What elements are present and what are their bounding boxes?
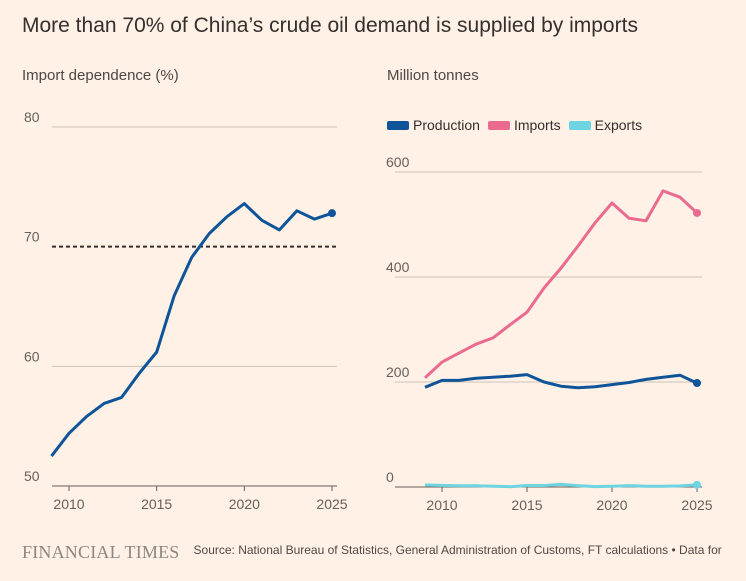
legend-swatch-imports	[487, 120, 510, 130]
y-tick-label-400: 400	[386, 259, 410, 275]
y-tick-label-600: 600	[386, 154, 410, 170]
x-tick-label-2010: 2010	[53, 496, 84, 512]
series-line-import-dependence	[50, 202, 333, 458]
series-line-production	[424, 373, 698, 390]
legend-swatch-exports	[568, 120, 591, 130]
y-tick-label-0: 0	[386, 469, 394, 485]
x-tick-label-2020: 2020	[229, 496, 260, 512]
x-tick-label-2025: 2025	[316, 496, 347, 512]
x-tick-label-2020: 2020	[596, 497, 627, 513]
footer: FINANCIAL TIMES Source: National Bureau …	[22, 542, 724, 563]
ft-logo: FINANCIAL TIMES	[22, 542, 180, 562]
end-marker-exports	[693, 480, 701, 489]
series-line-imports	[423, 189, 699, 379]
y-tick-label-80: 80	[24, 109, 40, 125]
left-y-axis-label: Import dependence (%)	[22, 67, 179, 84]
end-marker-imports	[693, 208, 701, 217]
x-tick-label-2015: 2015	[141, 496, 172, 512]
y-tick-label-50: 50	[24, 468, 40, 484]
source-note: Source: National Bureau of Statistics, G…	[193, 543, 722, 561]
right-y-axis-label: Million tonnes	[387, 67, 479, 84]
x-tick-label-2015: 2015	[511, 497, 542, 513]
y-tick-label-70: 70	[24, 229, 40, 245]
end-marker-import-dependence	[328, 209, 336, 218]
legend-item-production: Production	[387, 117, 480, 133]
legend-label-production: Production	[413, 117, 480, 133]
x-tick-label-2025: 2025	[681, 497, 712, 513]
legend-label-imports: Imports	[513, 117, 561, 133]
legend-item-exports: Exports	[568, 117, 643, 133]
legend-item-imports: Imports	[487, 117, 561, 133]
series-line-exports	[424, 482, 698, 489]
end-marker-production	[693, 379, 701, 388]
legend-label-exports: Exports	[594, 117, 643, 133]
x-tick-label-2010: 2010	[426, 497, 457, 513]
y-tick-label-60: 60	[24, 348, 40, 364]
legend-swatch-production	[387, 120, 409, 130]
legend: Production Imports Exports	[387, 117, 642, 133]
y-tick-label-200: 200	[386, 364, 410, 380]
chart-title: More than 70% of China’s crude oil deman…	[22, 14, 638, 37]
